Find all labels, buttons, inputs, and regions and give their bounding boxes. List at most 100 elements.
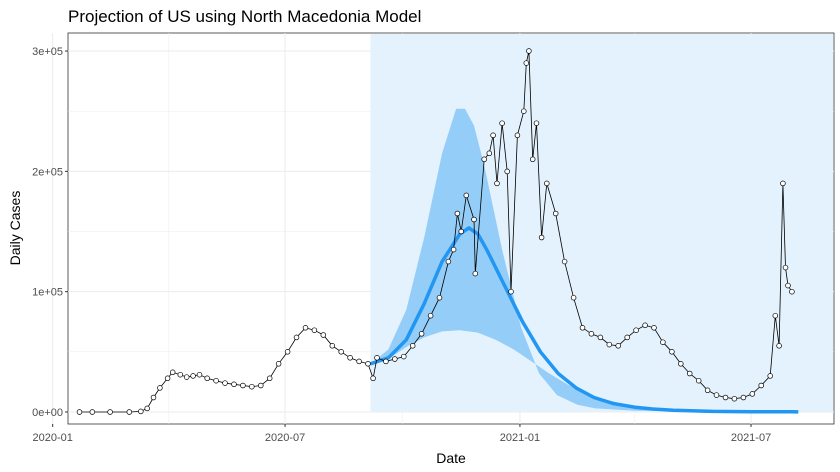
observed-point — [523, 60, 530, 66]
observed-point — [249, 383, 255, 390]
observed-point — [302, 325, 309, 331]
observed-point — [722, 394, 729, 401]
observed-point — [678, 361, 684, 367]
observed-point — [418, 331, 425, 337]
observed-point — [767, 373, 773, 379]
observed-point — [782, 264, 789, 271]
observed-point — [284, 349, 291, 355]
y-tick-label: 3e+05 — [32, 46, 63, 58]
x-tick-label: 2021-07 — [731, 432, 771, 444]
observed-point — [526, 48, 532, 54]
observed-point — [338, 349, 344, 355]
observed-point — [471, 216, 477, 223]
observed-point — [157, 385, 163, 391]
observed-point — [494, 180, 500, 187]
x-tick-label: 2020-01 — [32, 432, 72, 444]
observed-point — [450, 246, 457, 253]
observed-point — [521, 108, 527, 114]
observed-point — [458, 228, 464, 235]
observed-point — [463, 192, 470, 199]
observed-point — [660, 339, 666, 345]
y-axis-title: Daily Cases — [7, 191, 23, 266]
observed-point — [486, 150, 493, 157]
observed-point — [615, 343, 621, 349]
observed-point — [533, 120, 540, 126]
observed-point — [258, 382, 264, 389]
observed-point — [695, 377, 702, 384]
observed-point — [570, 294, 577, 301]
observed-point — [138, 408, 144, 415]
x-axis-title: Date — [436, 450, 466, 466]
observed-point — [107, 409, 113, 415]
observed-point — [370, 375, 376, 382]
observed-point — [579, 325, 586, 331]
observed-point — [383, 358, 389, 365]
observed-point — [445, 258, 452, 265]
observed-point — [183, 374, 190, 380]
observed-point — [772, 312, 779, 319]
axis-layer: 0e+00 1e+05 2e+05 3e+05 2020-01 2020-07 2021-0… — [32, 46, 771, 444]
observed-point — [499, 120, 505, 126]
observed-point — [686, 370, 693, 377]
observed-point — [213, 377, 219, 384]
observed-point — [669, 349, 675, 355]
observed-point — [780, 180, 786, 187]
observed-point — [89, 409, 96, 415]
observed-point — [508, 288, 514, 295]
observed-point — [606, 341, 613, 348]
observed-point — [427, 312, 434, 319]
observed-point — [164, 375, 171, 382]
observed-point — [150, 394, 157, 401]
x-tick-label: 2020-07 — [265, 432, 305, 444]
observed-point — [529, 156, 536, 163]
observed-point — [144, 405, 150, 412]
observed-point — [504, 168, 510, 175]
observed-point — [266, 375, 273, 382]
observed-point — [588, 331, 595, 337]
observed-point — [240, 382, 246, 389]
observed-point — [597, 334, 604, 341]
observed-point — [177, 371, 184, 378]
observed-point — [222, 380, 228, 386]
observed-point — [624, 334, 630, 341]
observed-point — [651, 325, 657, 331]
observed-point — [231, 381, 237, 388]
observed-point — [544, 180, 550, 187]
observed-point — [758, 382, 764, 389]
observed-point — [275, 361, 282, 367]
observed-point — [347, 355, 353, 361]
observed-point — [713, 392, 720, 398]
observed-point — [204, 375, 210, 382]
observed-point — [642, 322, 648, 329]
observed-point — [704, 387, 711, 394]
y-tick-label: 1e+05 — [32, 287, 63, 299]
observed-point — [409, 343, 416, 349]
observed-point — [356, 358, 362, 365]
observed-point — [740, 394, 747, 401]
projection-band-layer — [370, 34, 833, 412]
observed-point — [374, 355, 380, 361]
observed-point — [490, 132, 496, 139]
observed-point — [401, 353, 407, 360]
observed-point — [392, 356, 398, 362]
observed-point — [731, 395, 738, 402]
observed-point — [789, 288, 795, 295]
observed-point — [329, 343, 336, 349]
series-layer — [76, 48, 799, 415]
confidence-ribbon — [370, 108, 799, 412]
observed-point — [481, 156, 487, 163]
observed-point — [126, 409, 133, 415]
observed-point — [552, 210, 559, 217]
observed-point — [76, 409, 83, 415]
observed-point — [514, 132, 521, 139]
observed-point — [776, 343, 782, 349]
observed-point — [311, 327, 318, 333]
observed-point — [293, 334, 300, 341]
observed-point — [538, 234, 545, 241]
observed-point — [436, 294, 443, 301]
y-tick-label: 0e+00 — [32, 407, 63, 419]
x-tick-label: 2021-01 — [500, 432, 540, 444]
observed-point — [169, 369, 176, 376]
observed-point — [190, 373, 196, 379]
